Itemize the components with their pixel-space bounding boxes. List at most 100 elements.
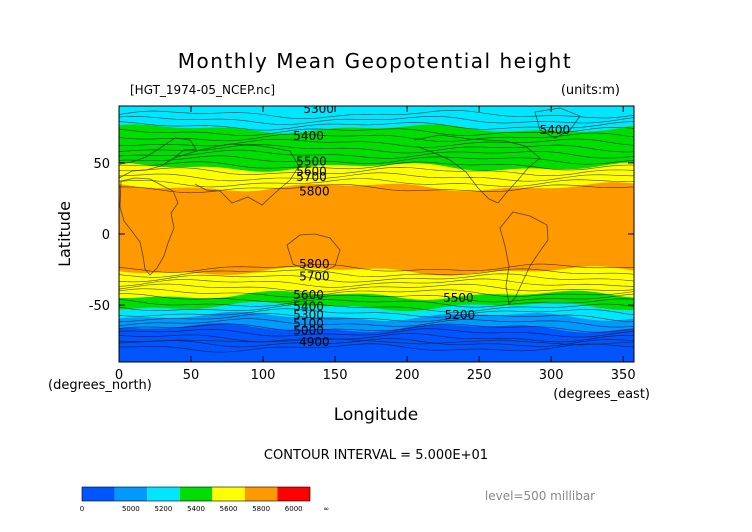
colorbar-swatch [244, 487, 278, 501]
x-tick-label: 350 [611, 368, 636, 383]
coastline-south-america [499, 211, 549, 305]
contour-line [119, 166, 634, 176]
contour-line [119, 138, 634, 148]
contour-line [119, 303, 634, 313]
contour-line [119, 323, 634, 333]
contour-line [119, 109, 634, 119]
colorbar-swatch [147, 487, 180, 501]
contour-line [119, 268, 634, 278]
contour-labels: 5300540055005600570058005400580057005600… [293, 102, 571, 349]
coastline-north-america [413, 134, 541, 204]
x-tick-label: 200 [395, 368, 420, 383]
contour-interval-text: CONTOUR INTERVAL = 5.000E+01 [264, 448, 488, 463]
y-unit-label: (degrees_north) [48, 378, 152, 393]
contour-label: 5700 [299, 270, 330, 284]
contour-line [119, 149, 634, 159]
contour-line [119, 132, 634, 142]
colorbar-swatch [82, 487, 115, 501]
coastline-africa [119, 177, 179, 276]
contour-line [119, 121, 634, 131]
plot-area: 5300540055005600570058005400580057005600… [119, 102, 634, 362]
contour-line [119, 293, 634, 303]
x-axis-label: Longitude [334, 405, 419, 425]
colorbar-swatch [179, 487, 213, 501]
contour-label: 5800 [299, 184, 330, 198]
colorbar-label: 5400 [187, 505, 205, 513]
contour-line [119, 308, 634, 318]
x-tick-label: 300 [539, 368, 564, 383]
contour-line [119, 283, 634, 293]
contour-label: 5600 [293, 288, 324, 302]
contour-line [119, 172, 634, 182]
coastline-antarctica [119, 338, 634, 346]
units-label: (units:m) [561, 83, 620, 98]
colorbar-swatch [212, 487, 245, 501]
contour-line [119, 155, 634, 165]
contour-label: 5000 [293, 324, 324, 338]
chart-title: Monthly Mean Geopotential height [178, 49, 572, 73]
colorbar-label: 0 [80, 505, 84, 513]
contour-band [119, 311, 634, 333]
contour-line [119, 318, 634, 328]
coastlines [119, 107, 634, 346]
filled-contour-bands [119, 106, 634, 362]
contour-line [119, 288, 634, 298]
colorbar-swatch [114, 487, 148, 501]
y-tick-label: -50 [89, 299, 110, 314]
y-axis-ticks: -50 0 50 [89, 157, 634, 314]
contour-label: 5200 [445, 308, 476, 322]
y-tick-label: 0 [102, 228, 110, 243]
colorbar-frame [81, 486, 311, 502]
contour-line [119, 273, 634, 283]
contour-band [119, 301, 634, 321]
x-tick-label: 150 [323, 368, 348, 383]
x-tick-label: 250 [467, 368, 492, 383]
contour-line [119, 126, 634, 136]
colorbar-swatch [277, 487, 310, 501]
coastline-australia [286, 233, 341, 274]
contour-label: 5800 [299, 257, 330, 271]
contour-line [119, 343, 634, 353]
contour-label: 5400 [293, 300, 324, 314]
contour-line [119, 298, 634, 308]
x-axis-ticks: 0 50 100 150 200 250 300 350 [115, 106, 636, 383]
colorbar-label: 5000 [122, 505, 140, 513]
colorbar-label: ∞ [323, 505, 329, 513]
coastline-asia [173, 143, 300, 206]
x-tick-label: 50 [183, 368, 200, 383]
colorbar: 0 5000 5200 5400 5600 5800 6000 ∞ [80, 486, 329, 513]
contour-line [119, 115, 634, 125]
colorbar-label: 5800 [252, 505, 270, 513]
contour-line [119, 333, 634, 343]
contour-label: 5300 [303, 102, 334, 116]
level-text: level=500 millibar [485, 489, 595, 503]
colorbar-label: 5600 [220, 505, 238, 513]
coastline-europe [119, 137, 197, 179]
colorbar-label: 5200 [155, 505, 173, 513]
contour-label: 5300 [293, 308, 324, 322]
contour-line [119, 338, 634, 348]
x-tick-label: 100 [251, 368, 276, 383]
contour-line [119, 161, 634, 171]
contour-line [119, 313, 634, 323]
x-tick-label: 0 [115, 368, 123, 383]
contour-label: 5600 [296, 164, 327, 178]
contour-label: 5700 [296, 170, 327, 184]
contour-line [119, 278, 634, 288]
colorbar-label: 6000 [285, 505, 303, 513]
contour-line [119, 263, 634, 273]
contour-label: 5500 [443, 291, 474, 305]
contour-label: 5500 [296, 154, 327, 168]
contour-line [119, 328, 634, 338]
contour-label: 5400 [540, 123, 571, 137]
y-axis-label: Latitude [55, 201, 74, 267]
contour-band [119, 182, 634, 276]
contour-lines [119, 109, 634, 353]
contour-band [119, 266, 634, 300]
contour-line [119, 184, 634, 194]
contour-label: 5400 [293, 129, 324, 143]
contour-band [119, 290, 634, 312]
contour-label: 4900 [299, 335, 330, 349]
coastline-greenland [534, 107, 581, 139]
